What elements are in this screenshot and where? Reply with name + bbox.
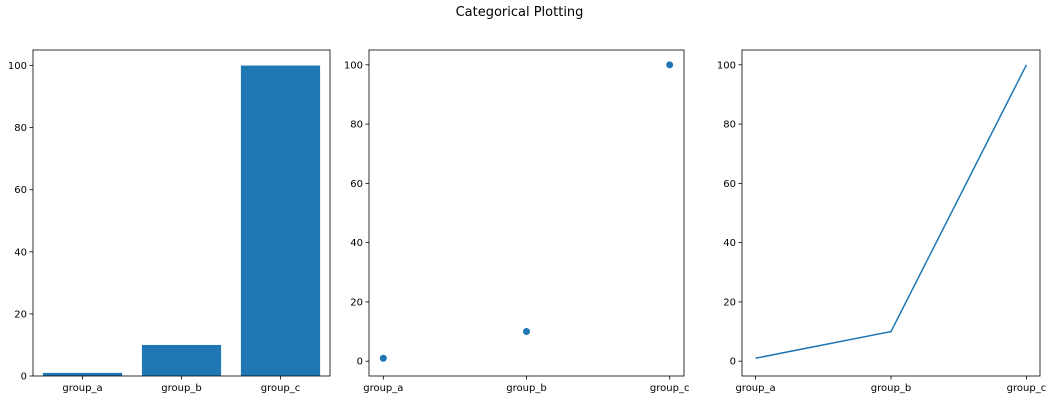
- x-tick-label-group_b: group_b: [871, 383, 911, 394]
- y-tick-label: 80: [723, 120, 736, 131]
- x-tick-label-group_b: group_b: [161, 383, 201, 394]
- axes-frame: [741, 49, 1041, 377]
- axes-frame: [368, 49, 685, 377]
- y-tick-label: 40: [14, 247, 27, 258]
- x-tick-label-group_a: group_a: [363, 383, 403, 394]
- y-tick-label: 0: [357, 357, 363, 368]
- y-tick-label: 80: [14, 123, 27, 134]
- y-tick-label: 40: [723, 238, 736, 249]
- point-group_b: [523, 328, 530, 336]
- series-line: [755, 64, 1028, 359]
- x-tick-label-group_a: group_a: [735, 383, 775, 394]
- bar-group_b: [141, 344, 222, 376]
- y-tick-label: 20: [14, 309, 27, 320]
- point-group_a: [379, 354, 387, 362]
- bar-group_c: [240, 65, 321, 377]
- y-tick-label: 60: [14, 185, 27, 196]
- y-tick-label: 100: [344, 60, 363, 71]
- x-tick-label-group_c: group_c: [650, 383, 690, 394]
- y-tick-label: 60: [723, 179, 736, 190]
- y-tick-label: 40: [350, 238, 363, 249]
- scatter-chart-panel: 0 20 40 60 80 100 group_a group_b group_c: [344, 49, 690, 394]
- y-tick-label: 20: [350, 297, 363, 308]
- y-tick-label: 100: [8, 61, 27, 72]
- y-tick-label: 20: [723, 297, 736, 308]
- x-tick-label-group_c: group_c: [261, 383, 301, 394]
- x-tick-label-group_b: group_b: [506, 383, 546, 394]
- y-tick-label: 60: [350, 179, 363, 190]
- bar-group_a: [42, 372, 123, 376]
- line-chart-panel: 0 20 40 60 80 100 group_a group_b group_c: [717, 49, 1047, 394]
- y-tick-label: 0: [730, 357, 736, 368]
- x-tick-label-group_a: group_a: [62, 383, 102, 394]
- point-group_c: [666, 61, 674, 69]
- figure-title: Categorical Plotting: [455, 5, 584, 20]
- bar-chart-panel: 0 20 40 60 80 100 group_a group_b group_c: [8, 49, 331, 394]
- y-tick-label: 0: [21, 372, 27, 383]
- y-tick-label: 100: [717, 60, 736, 71]
- y-tick-label: 80: [350, 120, 363, 131]
- x-tick-label-group_c: group_c: [1007, 383, 1047, 394]
